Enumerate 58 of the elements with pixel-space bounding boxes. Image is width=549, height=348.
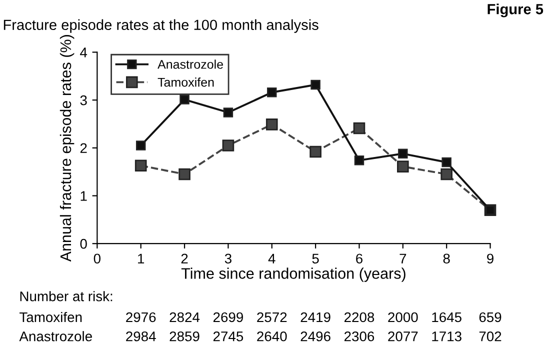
point bbox=[310, 146, 322, 158]
point bbox=[134, 160, 147, 172]
chart-title: Fracture episode rates at the 100 month analysis bbox=[4, 19, 318, 33]
text: 1645 bbox=[432, 312, 462, 322]
point bbox=[136, 140, 146, 150]
text: 2306 bbox=[344, 331, 374, 342]
point bbox=[353, 122, 366, 134]
x-tick-label: 1 bbox=[138, 254, 144, 264]
text: 2859 bbox=[170, 331, 200, 342]
text: 702 bbox=[479, 331, 502, 342]
text: 1713 bbox=[432, 331, 462, 342]
y-tick-label: 3 bbox=[80, 95, 87, 106]
y-axis-title: Annual fracture episode rates (%) bbox=[60, 35, 74, 262]
text: 2572 bbox=[257, 312, 287, 322]
text: 2496 bbox=[300, 331, 330, 342]
text: 2745 bbox=[213, 331, 244, 342]
text: Tamoxifen bbox=[20, 312, 82, 322]
text: 2640 bbox=[257, 331, 287, 342]
text: 2000 bbox=[388, 312, 418, 322]
text: 2077 bbox=[388, 331, 418, 342]
y-tick-label: 4 bbox=[80, 48, 88, 58]
text: 2208 bbox=[344, 312, 374, 322]
text: Anastrozole bbox=[19, 331, 92, 342]
x-tick-label: 2 bbox=[181, 254, 188, 264]
text: 2984 bbox=[126, 331, 156, 342]
x-tick-label: 6 bbox=[356, 254, 362, 264]
x-tick-label: 5 bbox=[312, 254, 319, 264]
text: 659 bbox=[479, 312, 502, 322]
text: 2976 bbox=[126, 312, 156, 322]
text: 2824 bbox=[170, 312, 200, 322]
caption: Figure 5 bbox=[488, 4, 544, 18]
x-axis-title: Time since randomisation (years) bbox=[181, 268, 406, 282]
point bbox=[223, 108, 234, 118]
text: 2699 bbox=[213, 312, 243, 322]
x-tick-label: 4 bbox=[268, 254, 276, 264]
point bbox=[266, 118, 278, 130]
point bbox=[440, 168, 452, 180]
y-tick-label: 0 bbox=[80, 238, 87, 249]
x-tick-label: 8 bbox=[443, 254, 450, 264]
x-tick-label: 3 bbox=[224, 254, 232, 264]
point bbox=[180, 94, 190, 104]
point bbox=[442, 157, 452, 168]
x-tick-label: 9 bbox=[487, 254, 494, 264]
point bbox=[267, 88, 277, 98]
y-tick-label: 1 bbox=[80, 191, 87, 201]
x-tick-label: 0 bbox=[94, 254, 100, 264]
legend-label: Anastrozole bbox=[158, 60, 223, 69]
y-tick-label: 2 bbox=[80, 143, 87, 153]
point bbox=[354, 155, 364, 166]
point bbox=[310, 80, 320, 90]
text: Number at risk: bbox=[20, 291, 112, 302]
point bbox=[178, 168, 190, 180]
point bbox=[398, 148, 408, 159]
x-tick-label: 7 bbox=[400, 254, 406, 264]
point bbox=[397, 160, 409, 172]
legend-label: Tamoxifen bbox=[158, 78, 214, 87]
text: 2419 bbox=[300, 312, 330, 322]
point bbox=[222, 140, 234, 152]
